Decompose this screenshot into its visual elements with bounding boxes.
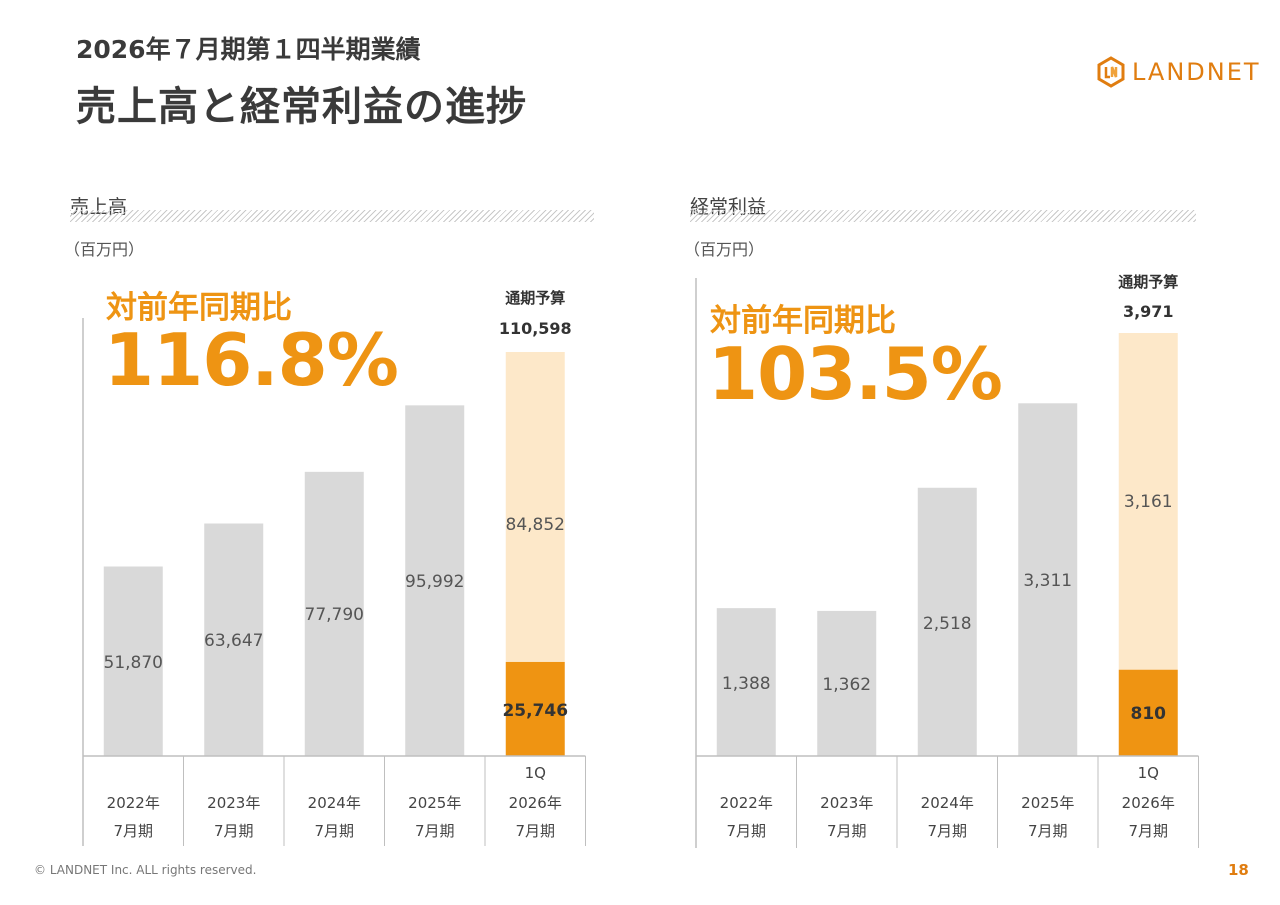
profit-bar-actual <box>1118 669 1178 756</box>
sales-category-period: 7月期 <box>314 822 354 840</box>
sales-category-period: 7月期 <box>214 822 254 840</box>
profit-bar-label: 1,362 <box>822 675 871 695</box>
profit-yoy-value: 103.5% <box>708 332 1003 416</box>
sales-category-year: 2024年 <box>308 794 361 812</box>
sales-bar-label: 77,790 <box>305 605 364 625</box>
profit-category-note: 1Q <box>1138 764 1159 782</box>
sales-bar-label: 95,992 <box>405 572 464 592</box>
profit-unit: （百万円） <box>684 240 765 259</box>
sales-category-note: 1Q <box>525 764 546 782</box>
profit-budget-value: 3,971 <box>1123 302 1174 321</box>
sales-yoy-value: 116.8% <box>104 318 399 402</box>
sales-bar-label: 51,870 <box>104 653 163 673</box>
sales-divider <box>70 210 594 222</box>
profit-category-year: 2024年 <box>921 794 974 812</box>
sales-budget-caption: 通期予算 <box>505 289 565 307</box>
landnet-logo-mark <box>1097 56 1125 88</box>
profit-category-period: 7月期 <box>827 822 867 840</box>
profit-bar-budget-remaining <box>1118 333 1178 670</box>
profit-yoy-label: 対前年同期比 <box>710 303 896 339</box>
profit-bar-label: 3,311 <box>1023 571 1072 591</box>
profit-divider <box>690 210 1196 222</box>
sales-category-year: 2025年 <box>408 794 461 812</box>
profit-category-year: 2022年 <box>720 794 773 812</box>
profit-category-period: 7月期 <box>927 822 967 840</box>
profit-category-year: 2025年 <box>1021 794 1074 812</box>
sales-category-period: 7月期 <box>113 822 153 840</box>
sales-budget-value: 110,598 <box>499 319 572 338</box>
profit-category-period: 7月期 <box>726 822 766 840</box>
profit-category-period: 7月期 <box>1128 822 1168 840</box>
profit-bar-label: 2,518 <box>923 614 972 634</box>
sales-bar-label: 63,647 <box>204 631 263 651</box>
profit-bar <box>716 608 776 756</box>
sales-bar-budget-remaining <box>505 352 565 662</box>
profit-category-year: 2026年 <box>1122 794 1175 812</box>
profit-category-year: 2023年 <box>820 794 873 812</box>
profit-bar <box>1018 403 1078 756</box>
profit-remaining-label: 3,161 <box>1124 492 1173 512</box>
sales-bar <box>405 405 465 756</box>
profit-category-period: 7月期 <box>1028 822 1068 840</box>
page-subtitle: 2026年７月期第１四半期業績 <box>76 35 421 64</box>
sales-category-period: 7月期 <box>415 822 455 840</box>
profit-bar <box>817 610 877 756</box>
sales-unit: （百万円） <box>64 240 145 259</box>
landnet-logo: LANDNET <box>1096 56 1259 88</box>
sales-bar <box>103 566 163 756</box>
page-number: 18 <box>1228 861 1249 879</box>
logo-text: LANDNET <box>1132 58 1261 86</box>
profit-chart: 1,388 1,362 2,518 3,311 3,161 810 通期予算 3,971 202… <box>695 273 1199 848</box>
sales-remaining-label: 84,852 <box>506 515 565 535</box>
page-title: 売上高と経常利益の進捗 <box>76 84 527 130</box>
copyright: © LANDNET Inc. ALL rights reserved. <box>34 863 257 877</box>
sales-category-year: 2022年 <box>107 794 160 812</box>
profit-bar <box>917 487 977 756</box>
sales-actual-label: 25,746 <box>502 701 568 721</box>
profit-bar-label: 1,388 <box>722 674 771 694</box>
profit-actual-label: 810 <box>1131 704 1167 724</box>
sales-category-period: 7月期 <box>515 822 555 840</box>
sales-yoy-label: 対前年同期比 <box>106 290 292 326</box>
sales-category-year: 2026年 <box>509 794 562 812</box>
sales-chart: 51,870 63,647 77,790 95,992 84,852 25,746 通期予算… <box>82 289 586 846</box>
sales-category-year: 2023年 <box>207 794 260 812</box>
sales-bar <box>204 523 264 756</box>
sales-bar <box>304 471 364 756</box>
sales-bar-actual <box>505 661 565 756</box>
profit-budget-caption: 通期予算 <box>1118 273 1178 291</box>
